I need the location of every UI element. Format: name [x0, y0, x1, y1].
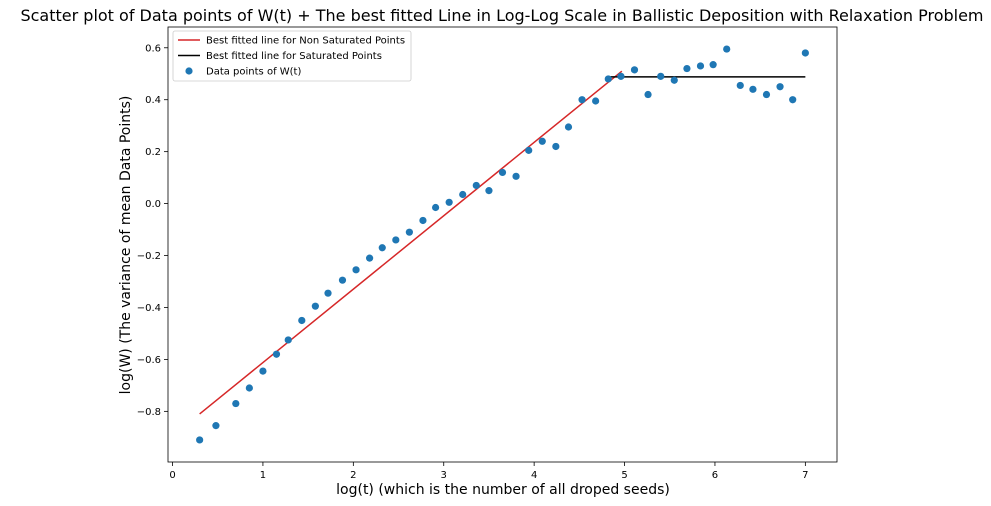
data-point — [245, 384, 253, 392]
fitted-line — [199, 70, 623, 415]
data-point — [259, 367, 267, 375]
data-point — [538, 137, 546, 145]
data-point — [232, 399, 240, 408]
data-point — [324, 289, 332, 297]
x-tick-label: 3 — [441, 470, 447, 481]
data-point — [298, 316, 306, 325]
legend-label: Best fitted line for Non Saturated Point… — [206, 36, 405, 47]
data-point — [196, 436, 204, 444]
data-point — [338, 276, 347, 284]
y-tick-label: 0.6 — [145, 43, 161, 54]
y-tick-label: 0.4 — [145, 95, 161, 106]
data-point — [683, 64, 691, 73]
data-point — [419, 216, 427, 225]
data-point — [485, 187, 493, 195]
legend-label: Best fitted line for Saturated Points — [206, 51, 382, 62]
legend-box — [172, 30, 412, 82]
data-point — [736, 81, 744, 90]
legend-marker-swatch — [185, 67, 193, 75]
x-tick-label: 5 — [621, 470, 627, 481]
data-point — [472, 181, 480, 190]
data-point — [776, 83, 784, 91]
data-point — [644, 90, 652, 99]
data-point — [617, 72, 625, 80]
data-point — [512, 172, 520, 180]
y-tick-label: 0.0 — [145, 199, 161, 210]
data-point — [696, 62, 705, 70]
y-tick-label: −0.6 — [137, 355, 161, 366]
x-axis: 0 1 2 3 4 5 6 7 — [169, 462, 809, 481]
data-point — [459, 190, 467, 199]
data-point — [378, 244, 386, 252]
y-tick-label: 0.2 — [145, 147, 161, 158]
data-point — [709, 61, 717, 69]
data-point — [762, 90, 771, 99]
plot-area — [167, 26, 838, 463]
y-tick-label: −0.4 — [137, 303, 161, 314]
data-point — [564, 123, 573, 131]
legend-label: Data points of W(t) — [206, 67, 301, 78]
y-axis: −0.8 −0.6 −0.4 −0.2 0.0 0.2 0.4 0.6 — [137, 43, 168, 418]
x-tick-label: 0 — [169, 470, 175, 481]
data-point — [311, 302, 319, 310]
data-point — [723, 45, 731, 53]
data-point — [657, 72, 665, 80]
data-point — [525, 146, 533, 154]
data-point — [445, 198, 453, 206]
data-point — [604, 75, 612, 83]
data-point — [801, 49, 809, 57]
x-tick-label: 4 — [531, 470, 537, 481]
data-point — [366, 254, 374, 262]
chart-title: Scatter plot of Data points of W(t) + Th… — [20, 6, 983, 25]
data-point — [630, 66, 639, 74]
y-tick-label: −0.8 — [137, 407, 161, 418]
x-tick-label: 2 — [350, 470, 356, 481]
x-tick-label: 6 — [712, 470, 718, 481]
data-point — [592, 97, 600, 105]
data-point — [352, 266, 360, 274]
data-point — [749, 85, 757, 93]
data-point — [392, 236, 400, 244]
data-point — [212, 422, 220, 430]
data-point — [552, 142, 560, 151]
data-point — [284, 336, 292, 344]
data-point — [405, 228, 413, 236]
series-layer — [196, 45, 809, 444]
y-axis-label: log(W) (The variance of mean Data Points… — [118, 96, 134, 395]
data-point — [272, 350, 281, 358]
data-point — [578, 96, 586, 104]
x-tick-label: 1 — [260, 470, 266, 481]
y-tick-label: −0.2 — [137, 251, 161, 262]
data-point — [498, 168, 507, 177]
data-point — [432, 203, 440, 212]
data-point — [789, 96, 797, 104]
data-point — [670, 76, 678, 84]
x-axis-label: log(t) (which is the number of all drope… — [336, 482, 670, 498]
legend: Best fitted line for Non Saturated Point… — [172, 30, 412, 82]
x-tick-label: 7 — [802, 470, 808, 481]
